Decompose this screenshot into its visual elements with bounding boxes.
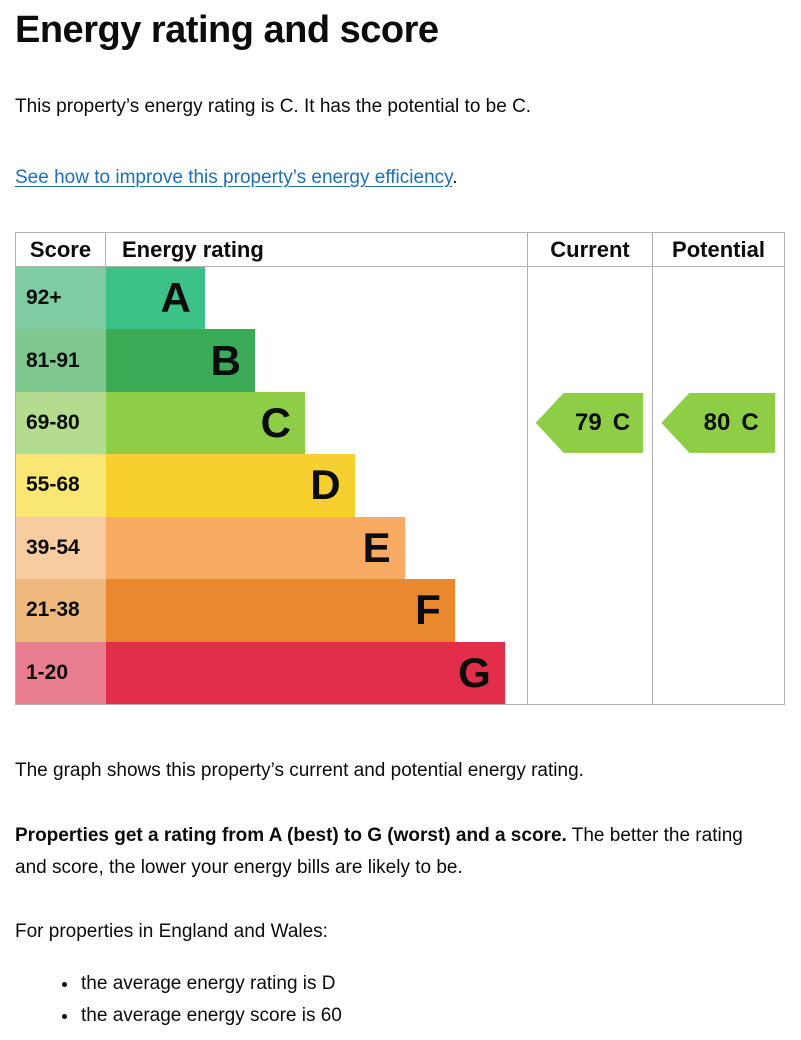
band-letter: F	[415, 586, 441, 634]
page-title: Energy rating and score	[15, 9, 439, 51]
band-bar-d: D	[106, 454, 355, 517]
column-header-current: Current	[528, 233, 653, 266]
column-header-score: Score	[16, 233, 106, 266]
current-column: 79 C	[526, 267, 653, 704]
potential-rating-letter: C	[741, 408, 759, 436]
band-row-e: 39-54 E	[16, 516, 527, 580]
band-letter: D	[310, 461, 341, 509]
band-score-range: 39-54	[16, 516, 106, 580]
potential-score: 80	[703, 408, 731, 436]
band-row-c: 69-80 C	[16, 391, 527, 455]
band-letter: C	[260, 399, 291, 447]
band-score-range: 81-91	[16, 329, 106, 392]
column-header-energy-rating: Energy rating	[106, 233, 528, 266]
band-bar-area: C	[106, 391, 527, 455]
band-bar-f: F	[106, 579, 455, 642]
band-score-range: 21-38	[16, 579, 106, 642]
band-row-f: 21-38 F	[16, 579, 527, 642]
explanation-bold: Properties get a rating from A (best) to…	[15, 825, 567, 846]
current-arrow: 79 C	[535, 392, 644, 453]
current-rating-letter: C	[612, 408, 631, 436]
potential-column: 80 C	[652, 267, 784, 704]
band-letter: G	[458, 648, 491, 696]
potential-arrow: 80 C	[661, 392, 775, 453]
band-score-range: 69-80	[16, 391, 106, 455]
band-row-b: 81-91 B	[16, 329, 527, 392]
band-score-range: 92+	[16, 267, 106, 330]
band-bar-area: E	[106, 516, 527, 580]
averages-list: the average energy rating is D the avera…	[15, 968, 786, 1032]
chart-body: 92+ A 81-91 B 69-80 C 55-68 D 39-54 E 21-38 F 1-20 G …	[16, 267, 784, 704]
band-bar-e: E	[106, 516, 405, 580]
band-bar-area: B	[106, 329, 527, 392]
band-letter: E	[362, 523, 391, 571]
list-item: the average energy rating is D	[79, 968, 786, 1000]
page: Energy rating and score This property’s …	[0, 8, 801, 1032]
band-score-range: 1-20	[16, 641, 106, 704]
link-suffix: .	[452, 167, 458, 188]
band-bar-area: A	[106, 267, 527, 330]
column-header-potential: Potential	[672, 236, 765, 262]
improve-efficiency-link[interactable]: See how to improve this property’s energ…	[15, 167, 453, 188]
graph-caption: The graph shows this property’s current …	[15, 760, 584, 781]
band-bar-area: D	[106, 454, 527, 517]
band-bar-area: F	[106, 579, 527, 642]
band-letter: A	[160, 274, 191, 322]
band-rows: 92+ A 81-91 B 69-80 C 55-68 D 39-54 E 21-38 F 1-20 G	[16, 267, 527, 704]
explanation-rest: The better the rating and score, the low…	[15, 825, 743, 878]
chart-header-row: Score Energy rating Current Potential	[16, 233, 784, 267]
explanation-text: Properties get a rating from A (best) to…	[15, 820, 760, 884]
intro-text: This property’s energy rating is C. It h…	[15, 96, 532, 117]
band-bar-area: G	[106, 641, 527, 704]
list-item: the average energy score is 60	[79, 1000, 786, 1032]
band-bar-c: C	[106, 391, 305, 455]
band-bar-g: G	[106, 641, 505, 704]
band-letter: B	[210, 336, 241, 384]
averages-intro: For properties in England and Wales:	[15, 921, 328, 942]
band-row-g: 1-20 G	[16, 641, 527, 704]
band-row-d: 55-68 D	[16, 454, 527, 517]
band-score-range: 55-68	[16, 454, 106, 517]
band-bar-a: A	[106, 267, 205, 330]
energy-rating-chart: Score Energy rating Current Potential 92…	[15, 232, 785, 705]
current-score: 79	[574, 408, 602, 436]
band-row-a: 92+ A	[16, 267, 527, 330]
improve-link-line: See how to improve this property’s energ…	[15, 165, 786, 190]
band-bar-b: B	[106, 329, 255, 392]
